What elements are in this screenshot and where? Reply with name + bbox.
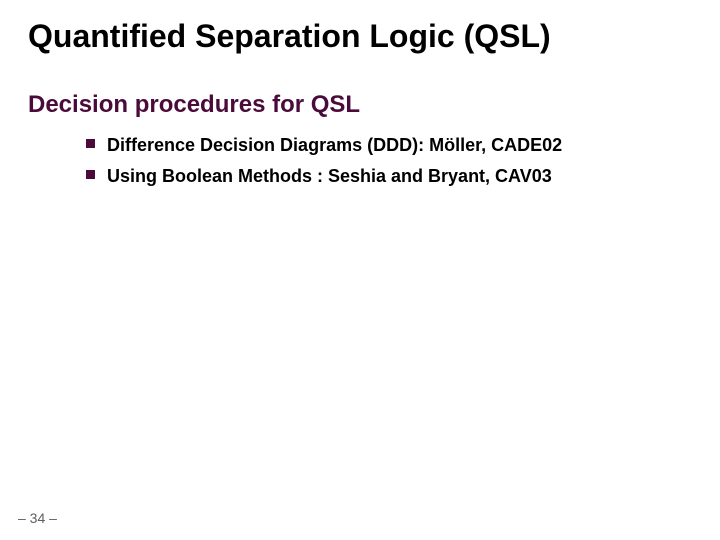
bullet-text: Using Boolean Methods : Seshia and Bryan…: [107, 165, 552, 188]
slide-subheading: Decision procedures for QSL: [28, 91, 692, 120]
bullet-text: Difference Decision Diagrams (DDD): Möll…: [107, 134, 562, 157]
bullet-list: Difference Decision Diagrams (DDD): Möll…: [28, 134, 692, 189]
slide: Quantified Separation Logic (QSL) Decisi…: [0, 0, 720, 540]
page-number: – 34 –: [18, 510, 57, 526]
bullet-icon: [86, 170, 95, 179]
list-item: Difference Decision Diagrams (DDD): Möll…: [86, 134, 692, 157]
bullet-icon: [86, 139, 95, 148]
list-item: Using Boolean Methods : Seshia and Bryan…: [86, 165, 692, 188]
slide-title: Quantified Separation Logic (QSL): [28, 18, 692, 55]
